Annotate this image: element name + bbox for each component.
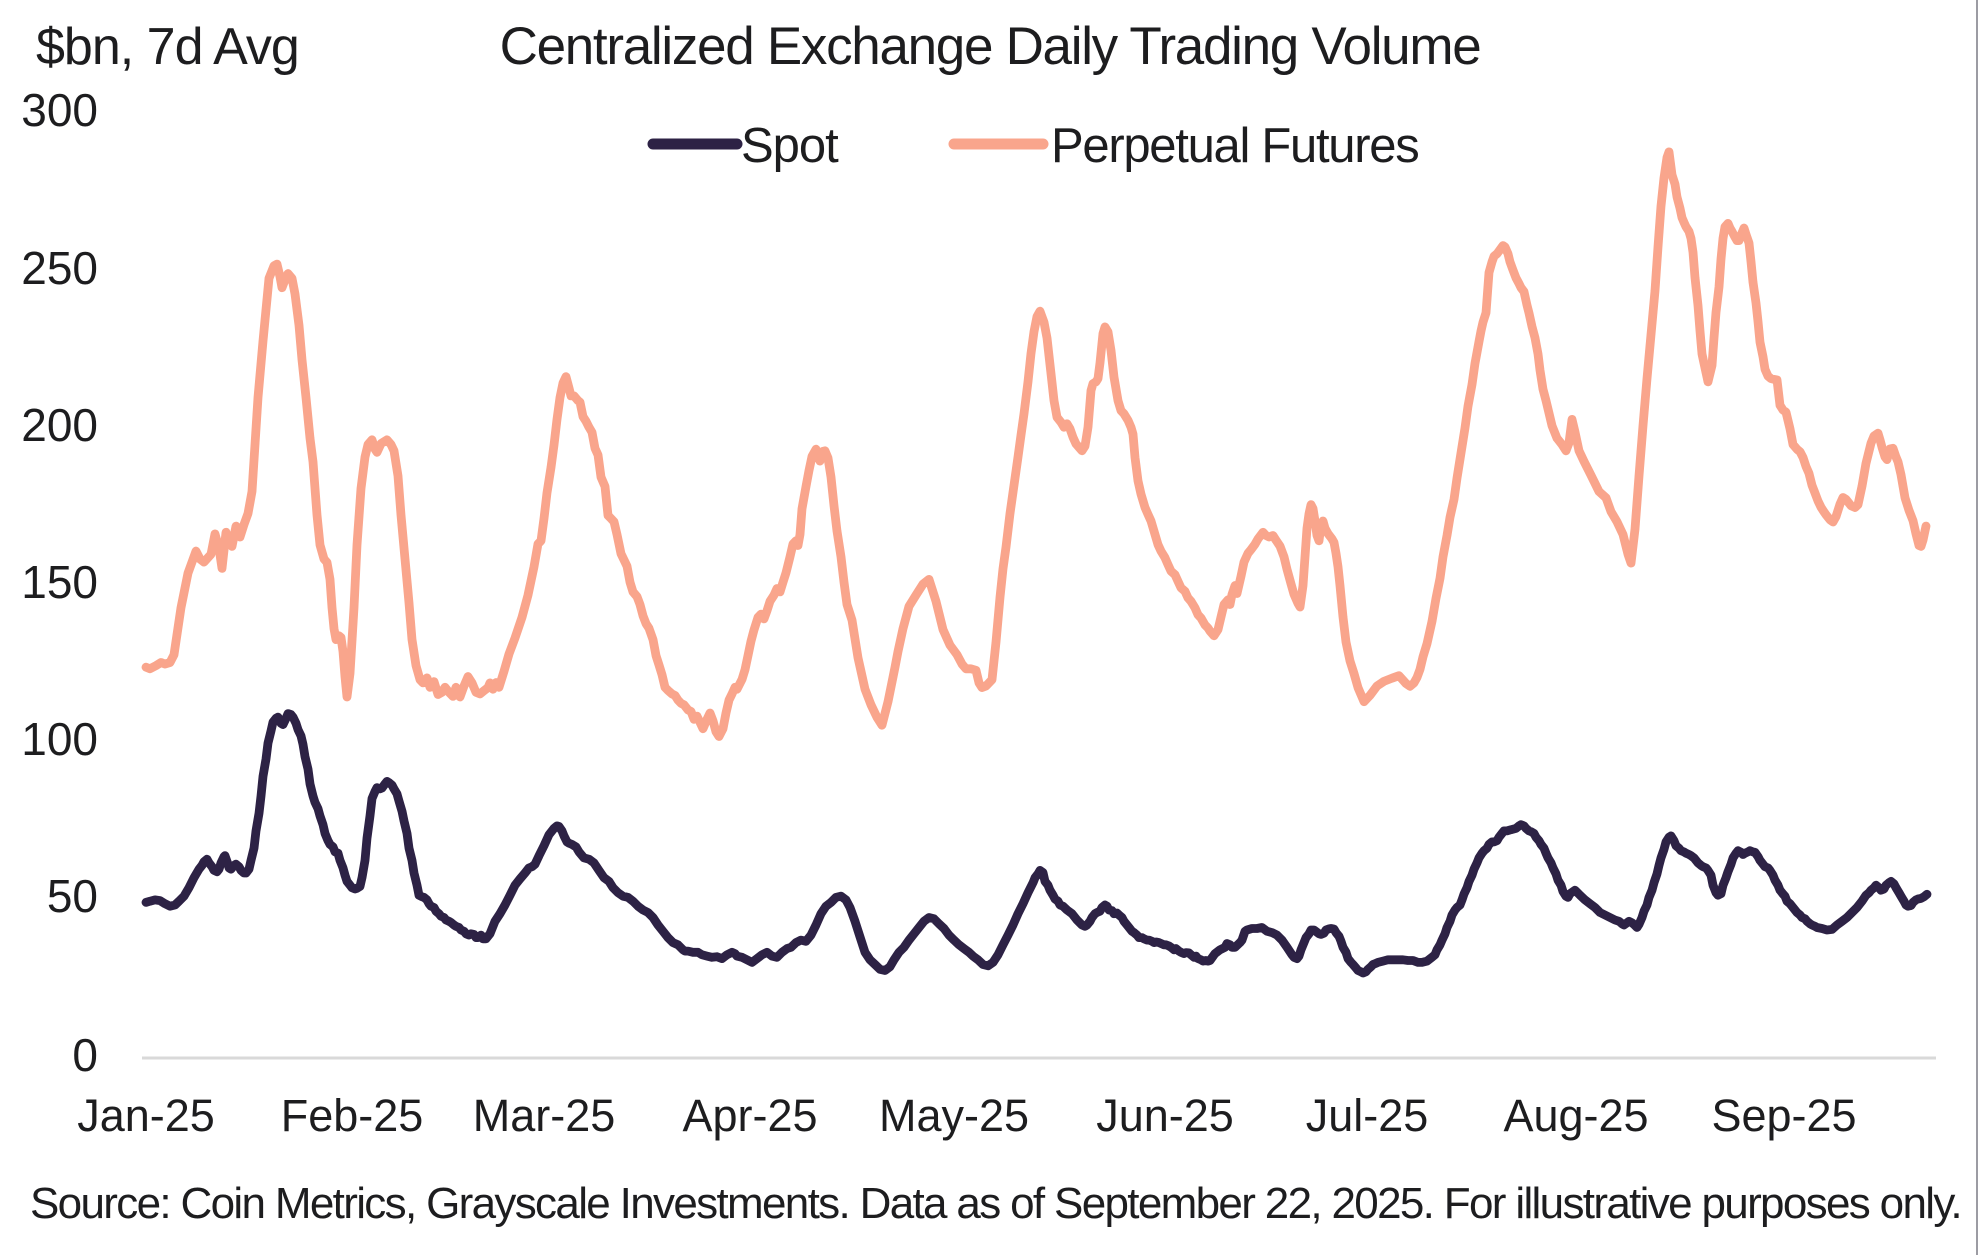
svg-text:Spot: Spot — [741, 119, 839, 173]
svg-text:Sep-25: Sep-25 — [1711, 1090, 1856, 1141]
svg-text:Jun-25: Jun-25 — [1096, 1090, 1234, 1141]
svg-text:Centralized Exchange Daily Tra: Centralized Exchange Daily Trading Volum… — [500, 17, 1481, 76]
svg-text:Aug-25: Aug-25 — [1503, 1090, 1648, 1141]
svg-text:250: 250 — [21, 242, 98, 294]
svg-text:May-25: May-25 — [879, 1090, 1029, 1141]
svg-text:Source: Coin Metrics, Grayscal: Source: Coin Metrics, Grayscale Investme… — [30, 1179, 1961, 1228]
svg-text:Jul-25: Jul-25 — [1306, 1090, 1429, 1141]
svg-text:150: 150 — [21, 556, 98, 608]
svg-text:300: 300 — [21, 84, 98, 136]
svg-text:Perpetual Futures: Perpetual Futures — [1051, 119, 1418, 173]
svg-text:100: 100 — [21, 713, 98, 765]
svg-text:200: 200 — [21, 399, 98, 451]
svg-text:Feb-25: Feb-25 — [281, 1090, 424, 1141]
svg-text:$bn, 7d Avg: $bn, 7d Avg — [36, 18, 299, 76]
svg-text:Mar-25: Mar-25 — [473, 1090, 616, 1141]
svg-text:0: 0 — [72, 1029, 98, 1081]
svg-text:Apr-25: Apr-25 — [682, 1090, 817, 1141]
svg-text:Jan-25: Jan-25 — [77, 1090, 215, 1141]
svg-text:50: 50 — [47, 870, 98, 922]
